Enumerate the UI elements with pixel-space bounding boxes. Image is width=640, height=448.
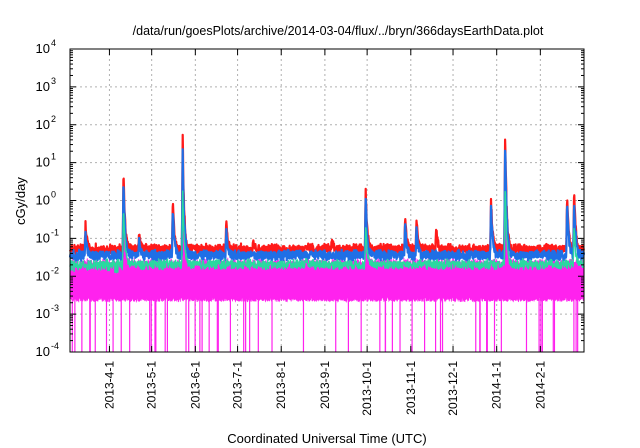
x-tick-label: 2013-9-1: [318, 361, 332, 409]
x-tick-label: 2014-1-1: [490, 361, 504, 409]
y-tick-label: 10: [36, 193, 50, 208]
y-tick-exponent: 3: [51, 76, 56, 86]
x-tick-label: 2013-4-1: [102, 361, 116, 409]
x-tick-label: 2013-12-1: [446, 361, 460, 416]
x-tick-label: 2013-8-1: [274, 361, 288, 409]
y-tick-exponent: -2: [51, 265, 59, 275]
series-line: [68, 148, 586, 262]
y-tick-exponent: 2: [51, 114, 56, 124]
y-tick-label: 10: [36, 230, 50, 245]
chart-title: /data/run/goesPlots/archive/2014-03-04/f…: [133, 24, 544, 38]
y-tick-label: 10: [36, 155, 50, 170]
y-tick-label: 10: [36, 306, 50, 321]
y-tick-exponent: -3: [51, 303, 59, 313]
y-axis-label: cGy/day: [13, 177, 28, 225]
x-tick-label: 2013-11-1: [404, 361, 418, 415]
y-tick-exponent: -1: [51, 227, 59, 237]
x-tick-label: 2013-10-1: [360, 361, 374, 416]
series-1: [68, 148, 586, 262]
y-tick-label: 10: [36, 79, 50, 94]
series-layer: [68, 133, 586, 352]
x-tick-label: 2013-7-1: [231, 361, 245, 409]
y-tick-exponent: 4: [51, 38, 56, 48]
x-axis-label: Coordinated Universal Time (UTC): [227, 431, 426, 446]
y-tick-exponent: 0: [51, 190, 56, 200]
x-tick-label: 2013-5-1: [145, 361, 159, 409]
y-tick-label: 10: [36, 344, 50, 359]
y-tick-exponent: -4: [51, 341, 59, 351]
y-tick-label: 10: [36, 268, 50, 283]
plot-frame: [69, 48, 585, 353]
series-2: [69, 190, 585, 274]
y-tick-exponent: 1: [51, 152, 56, 162]
x-tick-label: 2014-2-1: [533, 361, 547, 409]
y-tick-label: 10: [36, 117, 50, 132]
x-tick-label: 2013-6-1: [188, 361, 202, 409]
series-line: [69, 190, 585, 274]
y-tick-label: 10: [36, 41, 50, 56]
